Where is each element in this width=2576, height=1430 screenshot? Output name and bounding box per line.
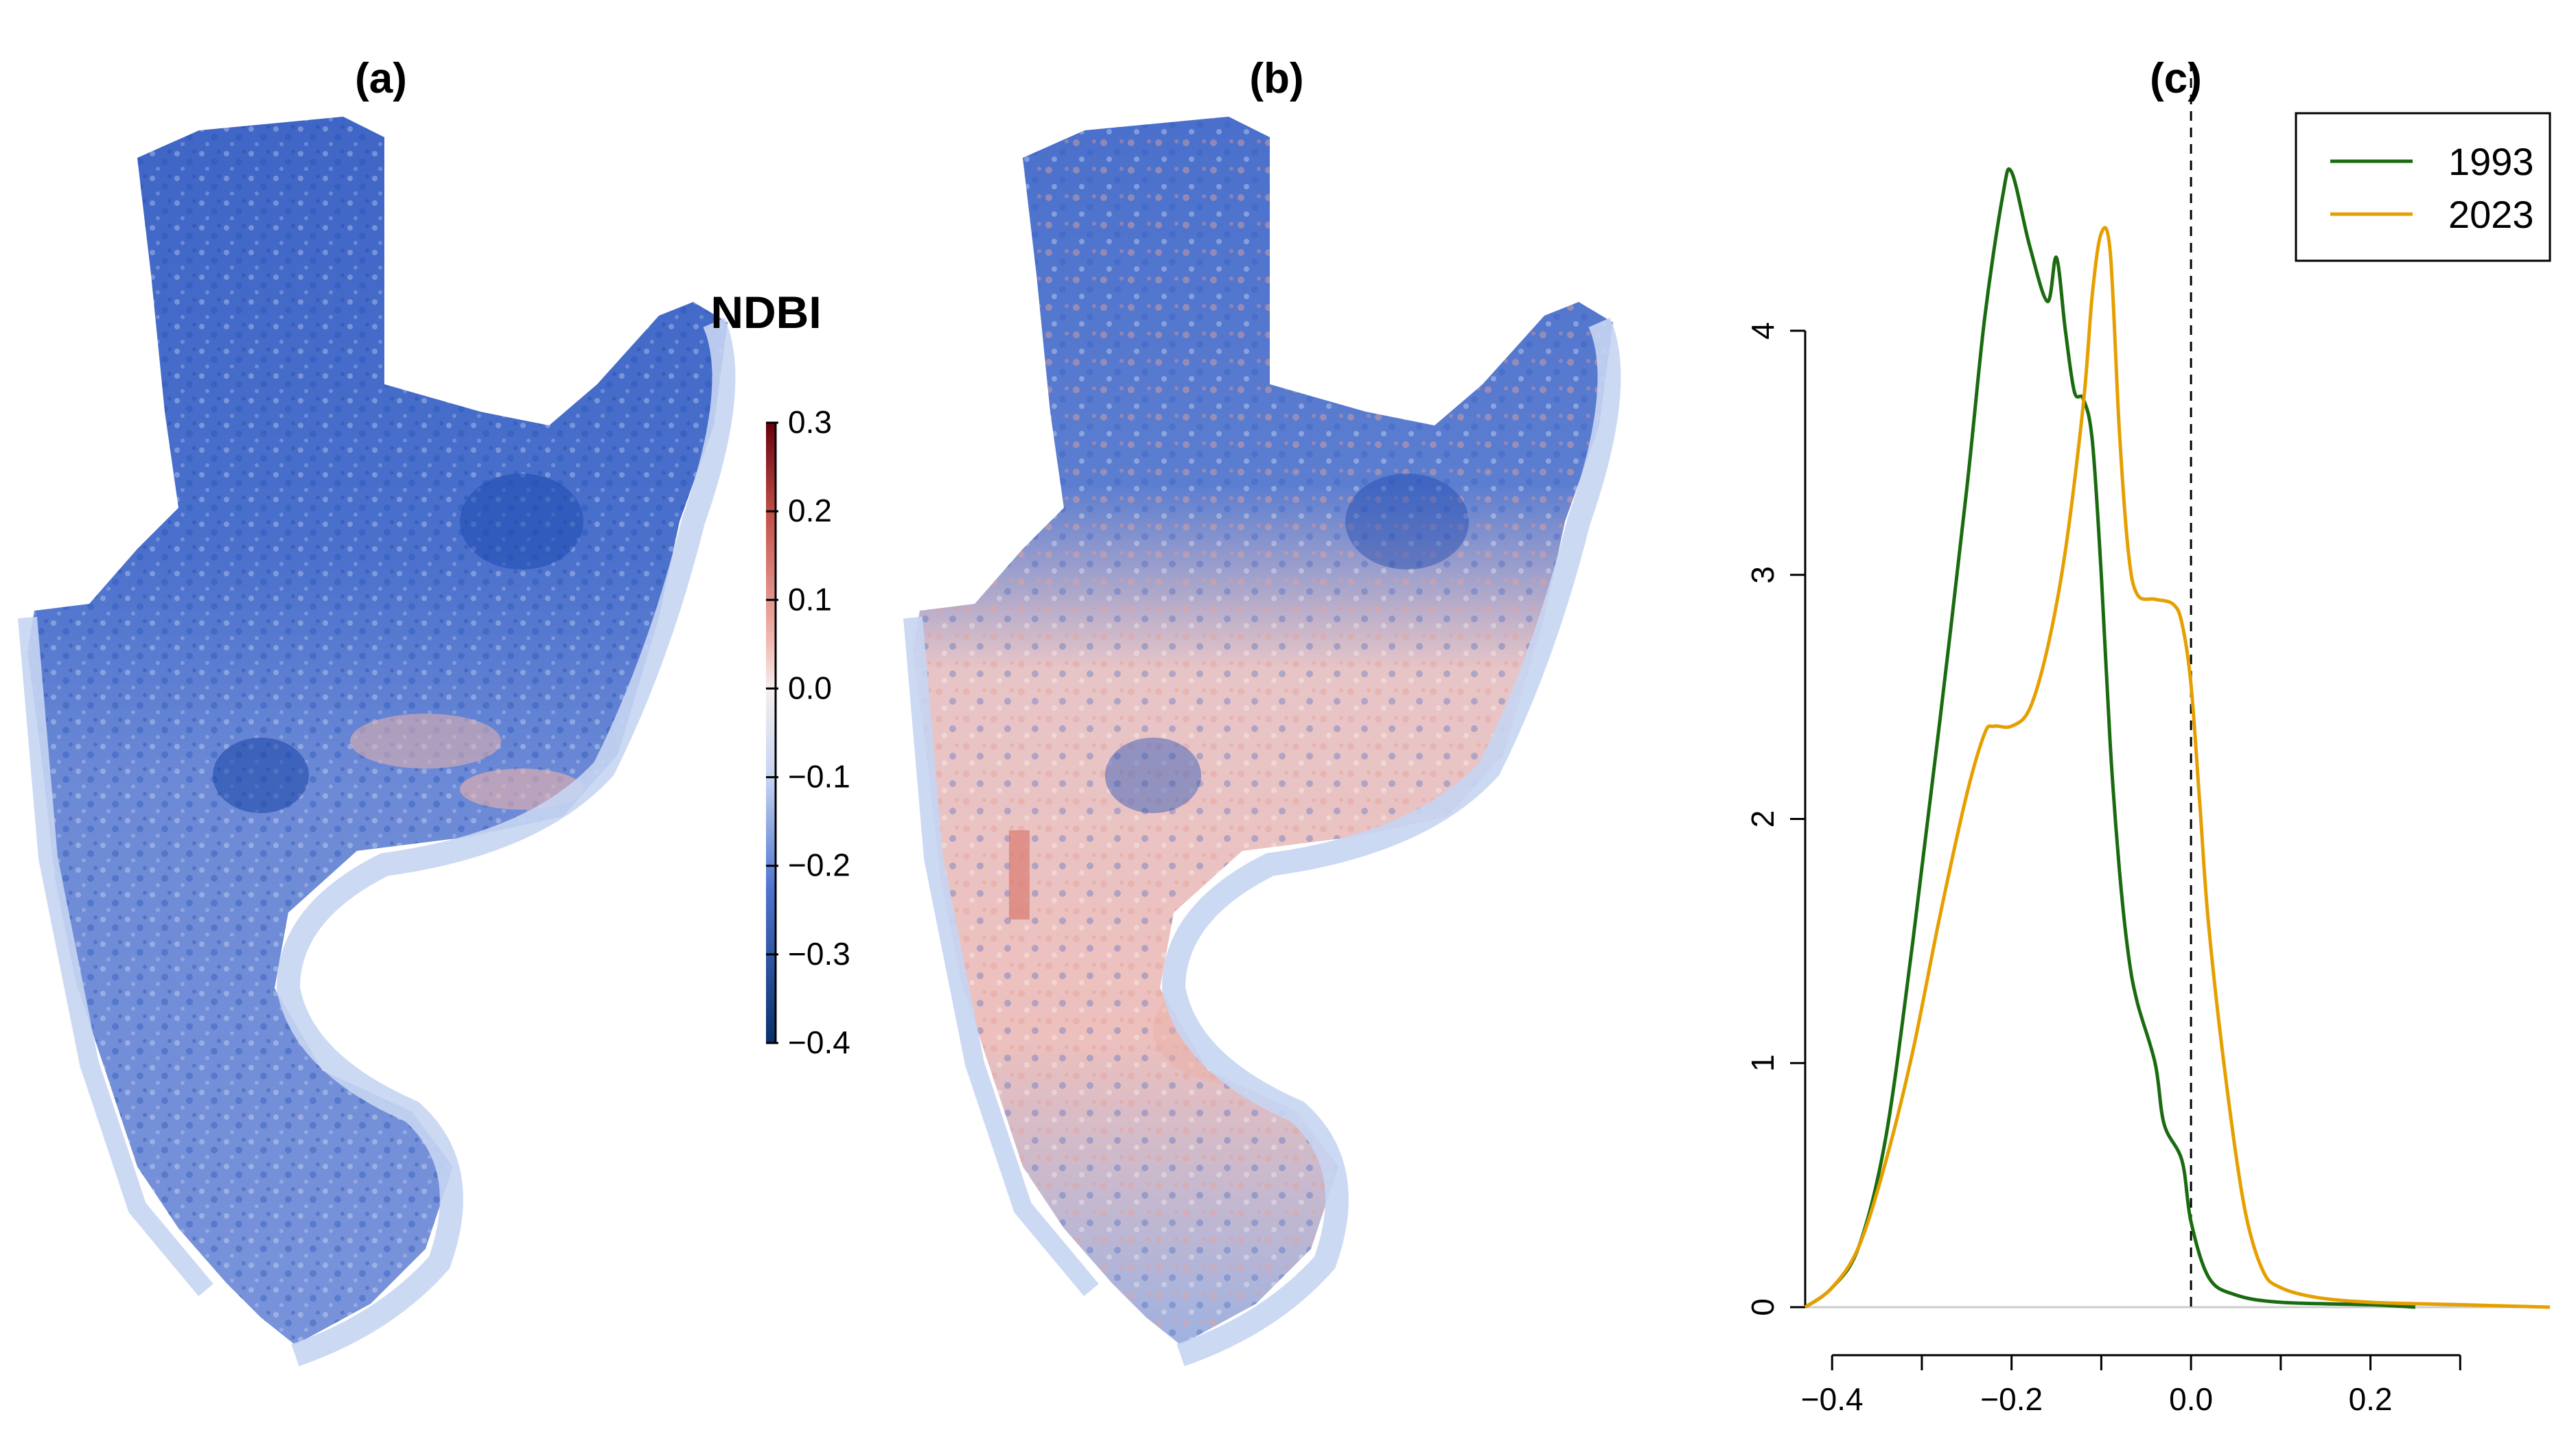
map-a: [18, 117, 736, 1367]
colorbar-scale: [766, 423, 776, 1043]
legend: 1993 2023: [2295, 112, 2551, 262]
y-tick-label: 0: [1745, 1298, 1780, 1316]
density-line-2023: [1804, 226, 2551, 1309]
colorbar: NDBI 0.3 0.2 0.1 0.0 −0.1 −0.2 −0.3 −0.4: [710, 287, 850, 1060]
colorbar-tick-label: 0.3: [788, 404, 832, 440]
colorbar-tick-label: −0.4: [788, 1024, 850, 1060]
colorbar-tick-label: 0.2: [788, 493, 832, 528]
x-tick-label: 0.2: [2349, 1381, 2393, 1417]
legend-label-2023: 2023: [2448, 193, 2534, 236]
y-tick-label: 1: [1745, 1054, 1780, 1072]
x-tick-label: 0.0: [2169, 1381, 2213, 1417]
colorbar-tick-label: 0.1: [788, 581, 832, 617]
colorbar-title: NDBI: [710, 287, 821, 338]
y-tick-label: 3: [1745, 566, 1780, 584]
panel-b-title: (b): [1249, 55, 1303, 102]
x-tick-label: −0.4: [1801, 1381, 1864, 1417]
colorbar-tick-label: 0.0: [788, 670, 832, 705]
colorbar-tick-label: −0.2: [788, 847, 850, 883]
panel-c-title: (c): [2150, 55, 2202, 102]
map-b: [903, 117, 1621, 1367]
density-plot: 0 1 2 3 4 −0.4 −0.2 0.0 0.2: [1745, 62, 2551, 1417]
legend-label-1993: 1993: [2448, 140, 2534, 183]
panel-a-title: (a): [355, 55, 407, 102]
y-tick-label: 2: [1745, 810, 1780, 828]
colorbar-tick-label: −0.1: [788, 759, 850, 795]
colorbar-tick-label: −0.3: [788, 936, 850, 972]
density-line-1993: [1804, 167, 2416, 1309]
x-tick-label: −0.2: [1980, 1381, 2043, 1417]
y-tick-label: 4: [1745, 322, 1780, 340]
